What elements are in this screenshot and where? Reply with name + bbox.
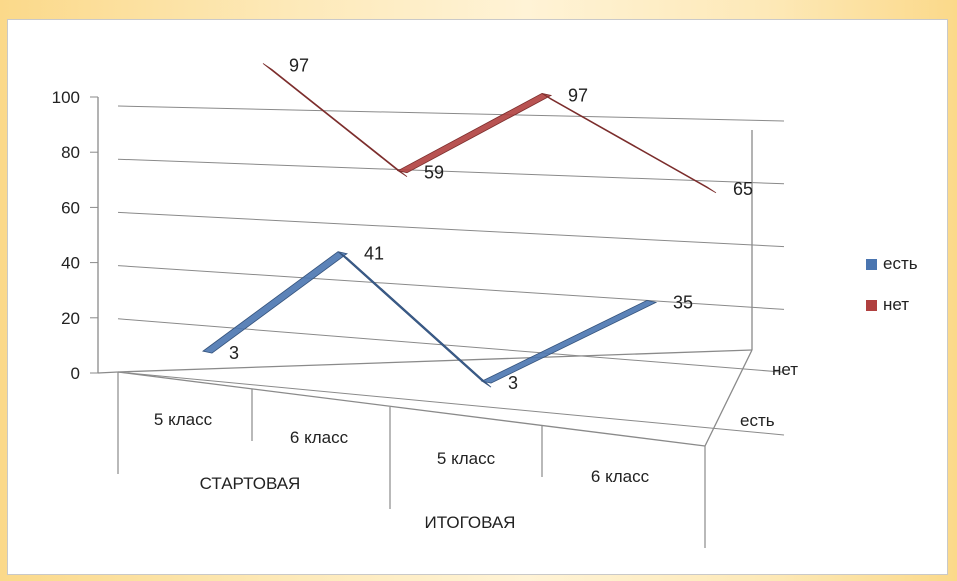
gridline bbox=[117, 211, 785, 248]
axis-line bbox=[97, 371, 119, 374]
legend-label: есть bbox=[883, 254, 918, 273]
y-tick-label: 20 bbox=[61, 309, 80, 328]
gridline bbox=[117, 105, 785, 122]
depth-axis-labels: есть нет bbox=[740, 360, 798, 430]
y-tick-label: 80 bbox=[61, 143, 80, 162]
y-tick-label: 40 bbox=[61, 254, 80, 273]
y-tick-label: 0 bbox=[71, 364, 80, 383]
series-ribbon-segment bbox=[396, 93, 553, 174]
y-axis-ticks: 0 20 40 60 80 100 bbox=[52, 88, 98, 383]
gridlines bbox=[117, 105, 785, 436]
data-label: 97 bbox=[289, 55, 309, 75]
data-label: 65 bbox=[733, 179, 753, 199]
x-tick-label: 5 класс bbox=[154, 410, 213, 429]
series-ribbons bbox=[202, 63, 717, 388]
series-ribbon-segment bbox=[337, 251, 492, 388]
legend-swatch bbox=[866, 299, 877, 311]
y-tick-label: 100 bbox=[52, 88, 80, 107]
axis-line bbox=[704, 349, 753, 447]
x-tick-label: 6 класс bbox=[591, 467, 650, 486]
depth-label: есть bbox=[740, 411, 775, 430]
y-tick-label: 60 bbox=[61, 198, 80, 217]
data-label: 3 bbox=[508, 373, 518, 393]
series-ribbon-segment bbox=[202, 251, 348, 354]
legend-item: нет bbox=[866, 295, 946, 315]
chart-frame bbox=[7, 19, 948, 575]
x-tick-label: 6 класс bbox=[290, 428, 349, 447]
x-group-label: СТАРТОВАЯ bbox=[200, 474, 301, 493]
axis-line bbox=[117, 371, 706, 447]
series-ribbon-segment bbox=[480, 299, 658, 384]
axis-line bbox=[117, 349, 753, 373]
data-label: 35 bbox=[673, 292, 693, 312]
gridline bbox=[117, 371, 785, 436]
data-label: 59 bbox=[424, 163, 444, 183]
gridline bbox=[117, 318, 785, 373]
axes-walls bbox=[97, 97, 753, 447]
gridline bbox=[117, 265, 785, 310]
depth-label: нет bbox=[772, 360, 798, 379]
gridline bbox=[117, 158, 785, 185]
x-tick-label: 5 класс bbox=[437, 449, 496, 468]
data-label: 3 bbox=[229, 343, 239, 363]
legend: есть нет bbox=[866, 254, 946, 336]
data-label: 41 bbox=[364, 244, 384, 264]
x-group-label: ИТОГОВАЯ bbox=[425, 513, 516, 532]
data-labels: 97 59 97 65 3 41 3 35 bbox=[229, 55, 753, 393]
series-ribbon-segment bbox=[541, 93, 717, 194]
x-axis-categories: 5 класс 6 класс 5 класс 6 класс СТАРТОВАЯ ИТО… bbox=[117, 372, 706, 548]
series-ribbon-segment bbox=[262, 63, 408, 178]
legend-swatch bbox=[866, 258, 877, 270]
legend-item: есть bbox=[866, 254, 946, 274]
data-label: 97 bbox=[568, 85, 588, 105]
legend-label: нет bbox=[883, 295, 910, 314]
